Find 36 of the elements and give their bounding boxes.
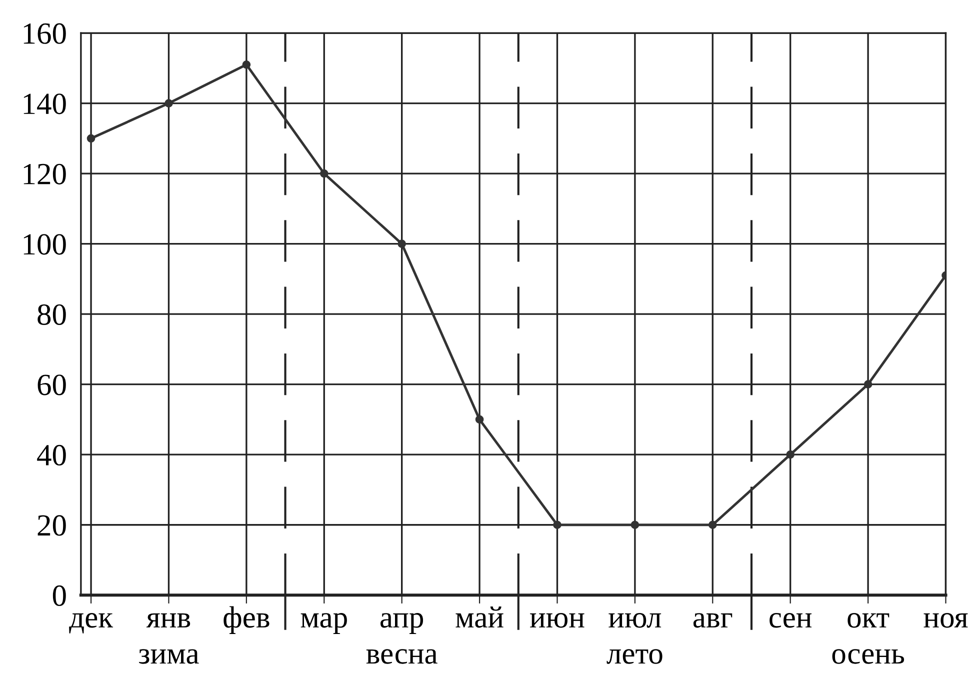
point (786, 450, 795, 459)
x-tick-label: сен (770, 613, 812, 628)
text: осень (832, 649, 904, 664)
point (86, 134, 96, 143)
point (164, 99, 173, 108)
x-tick-label: ноя (924, 613, 968, 628)
point (864, 380, 872, 388)
y-tick-label: 60 (38, 374, 66, 396)
y-tick-label: 20 (38, 515, 66, 536)
y-tick-label: 160 (24, 23, 66, 44)
point (320, 169, 328, 178)
y-tick-label: 100 (24, 234, 66, 255)
x-tick-label: май (456, 606, 504, 628)
point (242, 60, 251, 69)
y-tick-label: 0 (52, 585, 66, 606)
x-tick-label: янв (146, 613, 190, 628)
y-tick-label: 140 (24, 94, 66, 114)
x-tick-label: июн (530, 613, 584, 628)
text: лето (606, 649, 662, 664)
x-tick-label: авг (693, 613, 732, 628)
x-tick-label: июл (608, 613, 662, 628)
point (708, 520, 717, 530)
y-tick-label: 120 (24, 164, 66, 184)
x-tick-label: дек (69, 613, 114, 634)
text: зима (139, 649, 199, 664)
x-tick-label: фев (224, 606, 270, 634)
y-tick-label: 40 (37, 444, 66, 466)
x-tick-label: мар (300, 613, 347, 634)
point (630, 520, 640, 530)
y-tick-label: 80 (38, 304, 66, 325)
point (553, 520, 562, 530)
point (398, 240, 406, 248)
x-tick-label: окт (848, 613, 890, 628)
x-tick-label: апр (380, 613, 424, 634)
point (475, 415, 484, 424)
text: весна (366, 649, 438, 664)
